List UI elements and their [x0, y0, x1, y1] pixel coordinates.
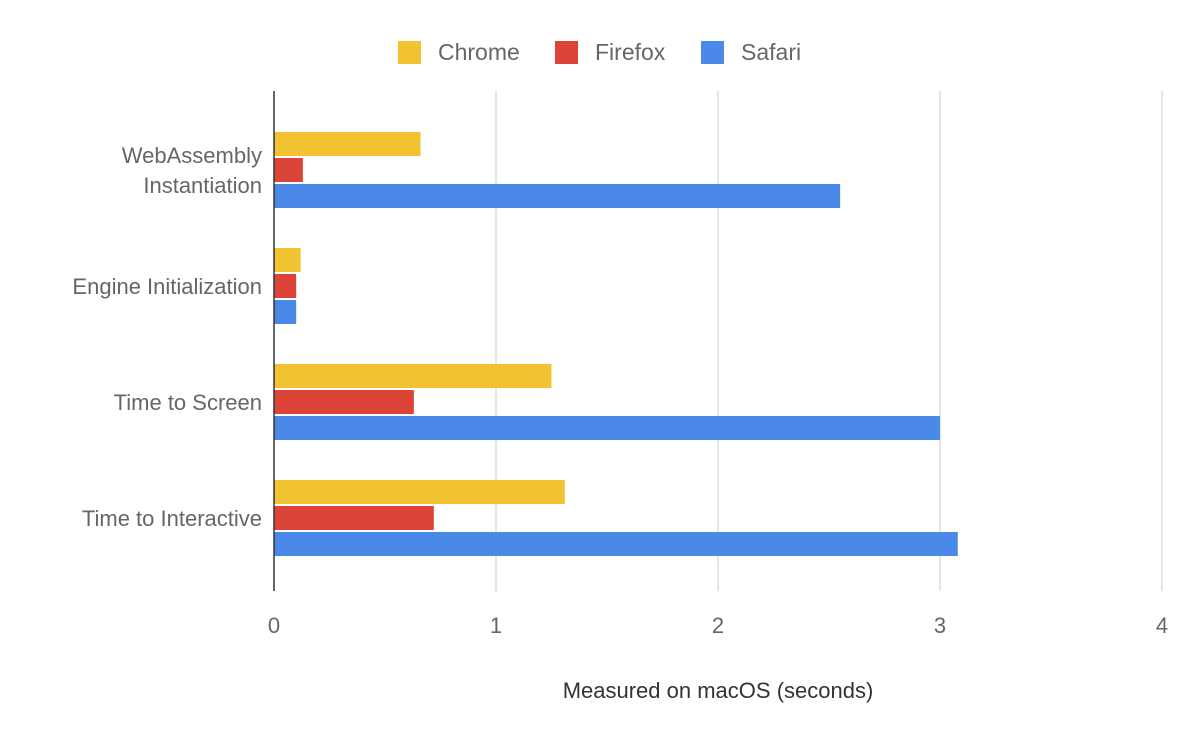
category-label: WebAssembly: [122, 143, 262, 168]
x-tick-labels: 0 1 2 3 4: [268, 613, 1168, 638]
gridlines: [495, 91, 1163, 591]
bar-chrome: [274, 480, 565, 504]
category-label: Time to Screen: [114, 390, 262, 415]
category-label: Engine Initialization: [72, 274, 262, 299]
category-label: Time to Interactive: [82, 506, 262, 531]
bar-safari: [274, 300, 297, 324]
legend-swatch-safari: [701, 41, 724, 64]
legend-label-firefox: Firefox: [595, 39, 666, 65]
bar-firefox: [274, 506, 434, 530]
bar-chrome: [274, 248, 301, 272]
legend-swatch-chrome: [398, 41, 421, 64]
legend-swatch-firefox: [555, 41, 578, 64]
bar-firefox: [274, 390, 414, 414]
bar-chrome: [274, 364, 552, 388]
bar-safari: [274, 416, 940, 440]
legend: Chrome Firefox Safari: [398, 39, 801, 65]
category-labels: WebAssembly Instantiation Engine Initializ…: [72, 143, 262, 531]
legend-label-chrome: Chrome: [438, 39, 520, 65]
bar-chrome: [274, 132, 421, 156]
x-tick-label: 4: [1156, 613, 1168, 638]
bar-safari: [274, 532, 958, 556]
bar-safari: [274, 184, 841, 208]
category-label: Instantiation: [143, 173, 262, 198]
x-tick-label: 3: [934, 613, 946, 638]
bars: [274, 132, 958, 556]
bar-firefox: [274, 274, 297, 298]
x-axis-title: Measured on macOS (seconds): [563, 678, 874, 703]
x-tick-label: 1: [490, 613, 502, 638]
x-tick-label: 2: [712, 613, 724, 638]
legend-label-safari: Safari: [741, 39, 801, 65]
bar-firefox: [274, 158, 303, 182]
x-tick-label: 0: [268, 613, 280, 638]
